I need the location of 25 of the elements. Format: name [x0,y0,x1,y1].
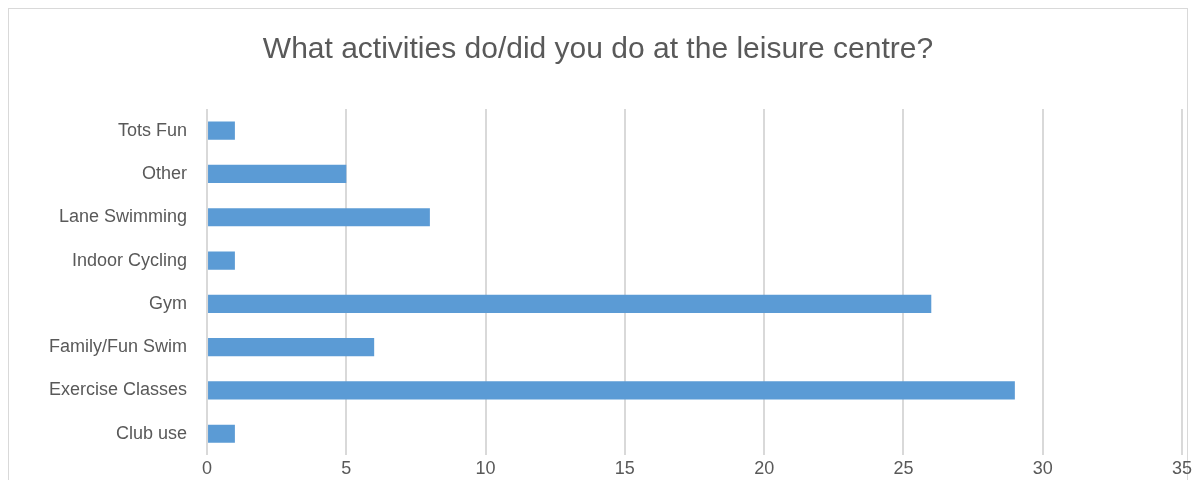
bar [208,121,235,140]
y-tick-label: Lane Swimming [58,206,188,227]
bar [208,251,235,270]
bar [208,424,235,443]
y-tick-label: Gym [149,292,188,313]
x-tick-label: 30 [1032,458,1053,479]
chart-title: What activities do/did you do at the leisure centre? [261,31,935,65]
bar [208,338,375,357]
bar [208,294,932,313]
x-tick-label: 35 [1171,458,1192,479]
bar [208,381,1015,400]
bar [208,208,430,227]
y-tick-label: Exercise Classes [48,379,188,400]
y-tick-label: Tots Fun [118,119,188,140]
x-tick-label: 10 [475,458,496,479]
y-tick-label: Other [142,162,188,183]
y-tick-label: Family/Fun Swim [49,336,188,357]
x-tick-label: 25 [893,458,914,479]
y-tick-label: Indoor Cycling [71,249,188,270]
x-tick-label: 20 [754,458,775,479]
x-tick-label: 5 [341,458,352,479]
x-tick-label: 0 [202,458,213,479]
bar [208,164,347,184]
x-tick-label: 15 [614,458,635,479]
y-tick-label: Club use [115,422,188,443]
